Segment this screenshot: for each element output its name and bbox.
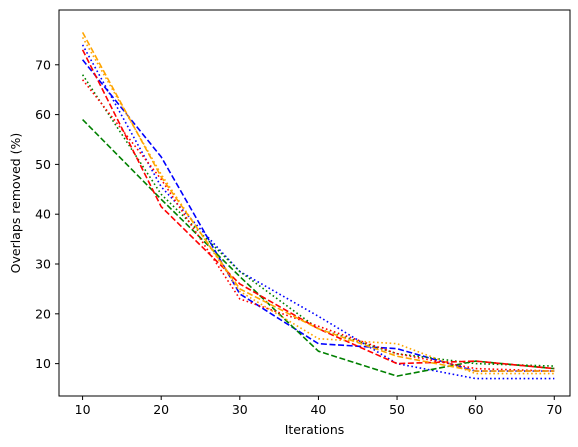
y-tick-label: 60 — [35, 107, 51, 122]
y-tick-label: 20 — [35, 306, 51, 321]
x-tick-label: 20 — [153, 402, 169, 417]
y-tick-label: 70 — [35, 57, 51, 72]
series-line-8 — [81, 37, 555, 375]
series-line-7 — [81, 32, 555, 372]
y-axis-label: Overlaps removed (%) — [8, 133, 23, 274]
series-line-4 — [81, 74, 555, 367]
plot-area — [58, 9, 571, 397]
y-tick-label: 30 — [35, 257, 51, 272]
x-axis-label: Iterations — [285, 422, 345, 437]
series-line-5 — [81, 49, 555, 370]
x-tick-label: 60 — [468, 402, 484, 417]
y-tick-label: 40 — [35, 207, 51, 222]
series-line-6 — [81, 79, 555, 372]
x-tick-label: 70 — [546, 402, 562, 417]
y-tick-label: 50 — [35, 157, 51, 172]
x-tick-label: 10 — [75, 402, 91, 417]
y-axis: 10 20 30 40 50 60 70 — [35, 57, 59, 371]
series-line-3 — [82, 119, 555, 377]
x-tick-label: 50 — [389, 402, 405, 417]
series-layer — [81, 32, 555, 380]
x-tick-label: 40 — [310, 402, 326, 417]
y-tick-label: 10 — [35, 356, 51, 371]
x-axis: 10 20 30 40 50 60 70 — [75, 396, 562, 417]
x-tick-label: 30 — [232, 402, 248, 417]
